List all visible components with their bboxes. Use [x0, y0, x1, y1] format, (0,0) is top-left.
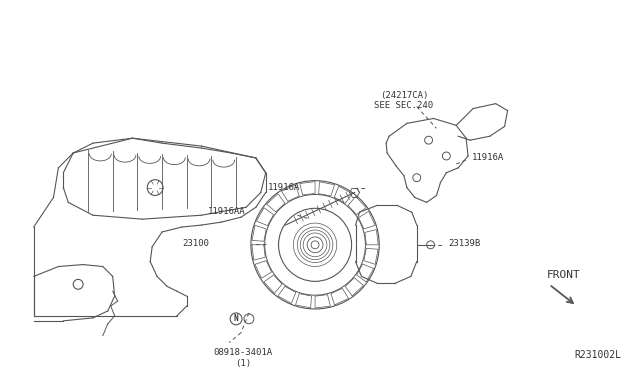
Text: 08918-3401A
(1): 08918-3401A (1) [213, 349, 273, 368]
Text: (24217CA)
SEE SEC.240: (24217CA) SEE SEC.240 [374, 91, 433, 110]
Text: FRONT: FRONT [547, 270, 581, 280]
Text: 23100: 23100 [182, 239, 209, 248]
Text: 11916AA: 11916AA [209, 207, 246, 216]
Text: 23139B: 23139B [449, 239, 481, 248]
Text: N: N [234, 314, 239, 323]
Text: 11916A: 11916A [472, 153, 504, 163]
Text: R231002L: R231002L [574, 350, 621, 360]
Text: 11916A: 11916A [268, 183, 300, 192]
